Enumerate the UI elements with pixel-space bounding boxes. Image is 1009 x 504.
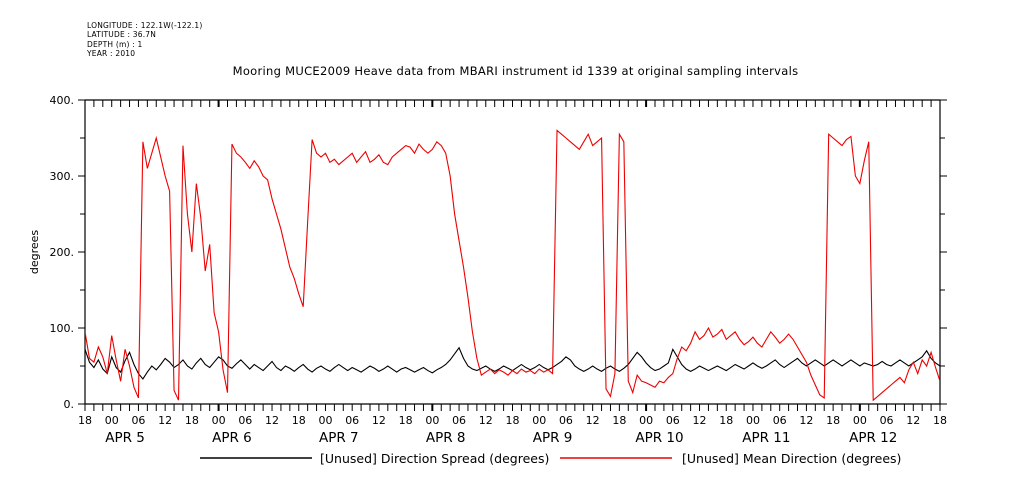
x-tick-label: 12 [906, 414, 920, 427]
x-day-label: APR 11 [742, 430, 790, 446]
y-axis-label: degrees [28, 230, 41, 275]
metadata-latitude: LATITUDE : 36.7N [87, 30, 157, 40]
x-tick-label: 18 [185, 414, 199, 427]
x-tick-label: 00 [212, 414, 226, 427]
x-tick-label: 12 [693, 414, 707, 427]
x-tick-label: 00 [532, 414, 546, 427]
x-day-label: APR 7 [319, 430, 359, 446]
x-tick-label: 06 [131, 414, 145, 427]
metadata-block: LONGITUDE : 122.1W(-122.1) LATITUDE : 36… [87, 21, 202, 58]
x-tick-label: 18 [933, 414, 947, 427]
x-day-label: APR 9 [533, 430, 573, 446]
y-axis-title: degrees [28, 230, 41, 275]
y-tick-label: 100. [50, 322, 75, 335]
legend-label-direction-spread: [Unused] Direction Spread (degrees) [320, 451, 549, 466]
y-tick-label: 400. [50, 94, 75, 107]
x-tick-label: 00 [318, 414, 332, 427]
x-tick-label: 18 [78, 414, 92, 427]
x-tick-label: 12 [158, 414, 172, 427]
x-tick-label: 18 [719, 414, 733, 427]
metadata-depth: DEPTH (m) : 1 [87, 39, 143, 49]
x-tick-label: 06 [666, 414, 680, 427]
x-tick-label: 12 [799, 414, 813, 427]
y-tick-label: 200. [50, 246, 75, 259]
x-day-label: APR 5 [105, 430, 145, 446]
y-tick-label: 300. [50, 170, 75, 183]
series-line-direction-spread [85, 346, 940, 380]
x-tick-label: 06 [238, 414, 252, 427]
plot-frame [84, 99, 941, 405]
x-tick-label: 18 [612, 414, 626, 427]
x-tick-label: 00 [105, 414, 119, 427]
page-title: Mooring MUCE2009 Heave data from MBARI i… [0, 64, 1009, 78]
data-series-group [85, 129, 940, 402]
x-tick-label: 00 [746, 414, 760, 427]
metadata-longitude: LONGITUDE : 122.1W(-122.1) [87, 21, 203, 30]
chart-title-text: Mooring MUCE2009 Heave data from MBARI i… [232, 64, 799, 78]
x-tick-label: 12 [586, 414, 600, 427]
y-tick-label: 0. [64, 398, 75, 411]
x-day-label: APR 10 [635, 430, 683, 446]
x-tick-label: 18 [506, 414, 520, 427]
x-tick-label: 06 [345, 414, 359, 427]
x-tick-label: 00 [853, 414, 867, 427]
x-tick-label: 12 [479, 414, 493, 427]
x-tick-label: 18 [399, 414, 413, 427]
x-day-label: APR 6 [212, 430, 252, 446]
x-axis: 18 00 06 12 18 00 06 12 18 00 06 12 18 00 06 12 18 00 06 12… [78, 100, 947, 446]
x-day-label: APR 12 [849, 430, 897, 446]
x-tick-label: 12 [372, 414, 386, 427]
x-day-label: APR 8 [426, 430, 466, 446]
x-tick-label: 18 [826, 414, 840, 427]
chart-legend: [Unused] Direction Spread (degrees) [Unus… [200, 451, 901, 466]
x-tick-label: 12 [265, 414, 279, 427]
x-tick-label: 06 [773, 414, 787, 427]
x-tick-label: 00 [639, 414, 653, 427]
y-axis: 0. 100. 200. 300. 400. [50, 94, 947, 411]
series-line-mean-direction [85, 129, 940, 402]
x-tick-label: 06 [880, 414, 894, 427]
legend-label-mean-direction: [Unused] Mean Direction (degrees) [682, 451, 901, 466]
x-tick-label: 00 [425, 414, 439, 427]
x-tick-label: 06 [452, 414, 466, 427]
metadata-year: YEAR : 2010 [87, 48, 136, 58]
x-tick-label: 06 [559, 414, 573, 427]
x-tick-label: 18 [292, 414, 306, 427]
